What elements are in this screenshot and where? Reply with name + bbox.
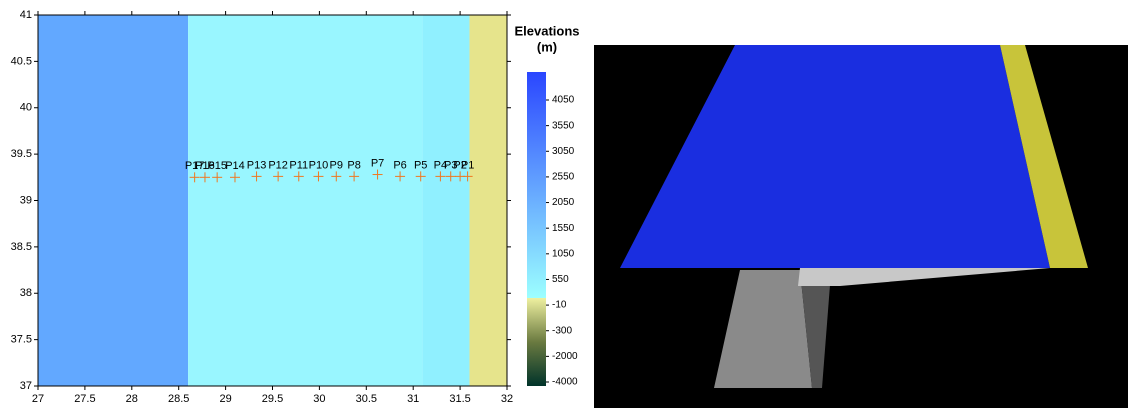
- colorbar-tick-label: 2050: [552, 197, 575, 208]
- point-label: P5: [414, 159, 427, 171]
- x-tick-label: 27.5: [74, 393, 95, 405]
- colorbar-tick-label: -300: [552, 325, 572, 336]
- x-tick-label: 28: [126, 393, 138, 405]
- x-tick-label: 30: [313, 393, 325, 405]
- point-label: P10: [309, 159, 329, 171]
- colorbar-lower: [527, 298, 546, 386]
- colorbar-tick-label: 2550: [552, 172, 575, 183]
- point-label: P14: [225, 160, 245, 172]
- elevation-region: [188, 15, 423, 386]
- y-tick-label: 37.5: [11, 334, 32, 346]
- point-label: P4: [434, 159, 447, 171]
- colorbar-tick-label: 4050: [552, 95, 575, 106]
- y-tick-label: 38.5: [11, 241, 32, 253]
- colorbar-title: (m): [537, 39, 557, 54]
- y-tick-label: 40: [20, 102, 32, 114]
- plot: 27 27.5 28 28.5 29 29.5 30 30.5 31 31.5 32 37 37.5 38…: [11, 9, 514, 405]
- 3d-view: [594, 45, 1128, 408]
- point-label: P13: [247, 159, 267, 171]
- point-label: P8: [347, 159, 360, 171]
- point-label: P11: [289, 159, 308, 171]
- x-tick-label: 32: [501, 393, 513, 405]
- colorbar-tick-label: -4000: [552, 377, 578, 388]
- colorbar-tick-label: 550: [552, 274, 569, 285]
- x-tick-label: 28.5: [168, 393, 189, 405]
- colorbar-title: Elevations: [514, 23, 579, 38]
- x-tick-label: 29: [219, 393, 231, 405]
- x-tick-label: 31.5: [449, 393, 470, 405]
- point-label: P9: [330, 159, 343, 171]
- x-tick-label: 29.5: [262, 393, 283, 405]
- colorbar-upper: [527, 72, 546, 298]
- point-label: P12: [268, 159, 288, 171]
- x-tick-label: 30.5: [356, 393, 377, 405]
- colorbar-tick-label: -10: [552, 300, 567, 311]
- colorbar-tick-label: 1550: [552, 223, 575, 234]
- colorbar-tick-label: 1050: [552, 248, 575, 259]
- screen: 27 27.5 28 28.5 29 29.5 30 30.5 31 31.5 32 37 37.5 38…: [0, 0, 1128, 408]
- colorbar-tick-label: -2000: [552, 351, 578, 362]
- point-label: P7: [371, 157, 384, 169]
- y-tick-label: 38: [20, 287, 32, 299]
- elevation-region: [38, 15, 188, 386]
- elevation-region: [469, 15, 507, 386]
- colorbar-tick-label: 3550: [552, 120, 575, 131]
- point-label: P6: [393, 159, 406, 171]
- y-tick-label: 39: [20, 194, 32, 206]
- elevation-region: [423, 15, 470, 386]
- x-tick-label: 31: [407, 393, 419, 405]
- point-label: P17: [185, 160, 205, 172]
- page: 27 27.5 28 28.5 29 29.5 30 30.5 31 31.5 32 37 37.5 38…: [0, 0, 1128, 408]
- y-tick-label: 40.5: [11, 55, 32, 67]
- y-tick-label: 39.5: [11, 148, 32, 160]
- x-tick-label: 27: [32, 393, 44, 405]
- y-tick-label: 37: [20, 380, 32, 392]
- y-tick-label: 41: [20, 9, 32, 21]
- colorbar-tick-label: 3050: [552, 146, 575, 157]
